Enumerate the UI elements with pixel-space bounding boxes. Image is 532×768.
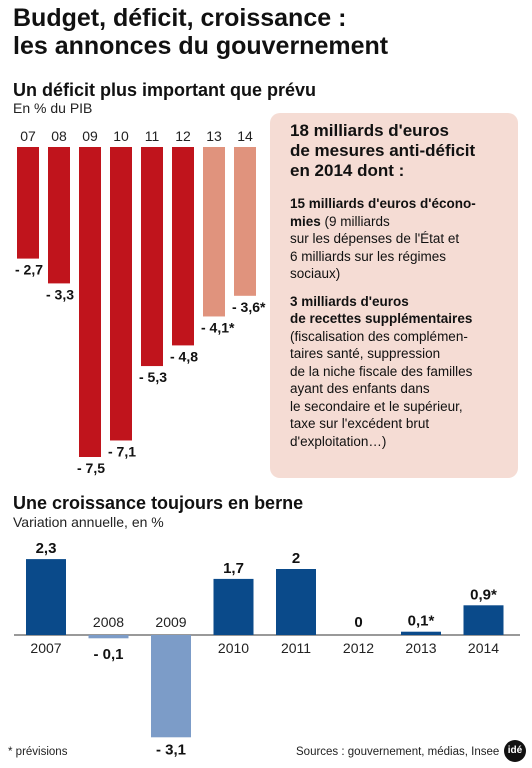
deficit-year-label: 11 — [145, 128, 160, 144]
deficit-year-label: 10 — [113, 128, 129, 144]
title-line-2: les annonces du gouvernement — [13, 32, 389, 60]
growth-bar — [463, 605, 504, 635]
deficit-bar — [110, 147, 132, 441]
measure-savings-line: mies — [290, 213, 321, 229]
measure-savings-line: sociaux) — [290, 266, 341, 281]
growth-bar — [26, 559, 66, 635]
deficit-year-label: 08 — [51, 128, 67, 144]
deficit-bar — [141, 147, 163, 367]
deficit-bar — [234, 147, 256, 296]
deficit-year-label: 14 — [237, 128, 253, 144]
deficit-value-label: - 3,6* — [232, 299, 266, 315]
growth-bar — [88, 635, 129, 639]
deficit-value-label: - 5,3 — [139, 369, 167, 385]
growth-year-label: 2010 — [218, 640, 249, 656]
deficit-value-label: - 3,3 — [46, 286, 74, 302]
growth-year-label: 2012 — [343, 640, 374, 656]
growth-year-label: 2014 — [468, 640, 499, 656]
growth-bar — [151, 635, 191, 738]
deficit-value-label: - 4,8 — [170, 348, 198, 364]
measure-savings-line: 15 milliards d'euros d'écono- — [290, 196, 476, 211]
deficit-bar — [203, 147, 225, 317]
growth-year-label: 2013 — [405, 640, 436, 656]
growth-bar — [401, 631, 441, 635]
deficit-bar — [17, 147, 39, 259]
deficit-bar — [172, 147, 194, 346]
growth-year-label: 2009 — [155, 614, 186, 630]
measure-savings-line: (9 milliards — [320, 213, 390, 229]
deficit-chart-unit: En % du PIB — [13, 100, 93, 116]
measure-savings-line: sur les dépenses de l'État et — [290, 231, 460, 246]
growth-value-label: 2 — [292, 550, 300, 567]
deficit-value-label: - 7,1 — [108, 443, 136, 459]
measure-savings: 15 milliards d'euros d'écono- mies (9 mi… — [290, 195, 508, 283]
measures-heading-line: de mesures anti-déficit — [290, 141, 476, 160]
growth-chart-title: Une croissance toujours en berne — [13, 493, 304, 513]
measure-savings-line: 6 milliards sur les régimes — [290, 248, 447, 264]
deficit-year-label: 07 — [20, 128, 36, 144]
measure-revenues-line: d'exploitation…) — [290, 433, 387, 449]
title-line-1: Budget, déficit, croissance : — [13, 4, 347, 32]
measure-revenues-line: ayant des enfants dans — [290, 381, 430, 396]
growth-year-label: 2007 — [30, 640, 61, 656]
growth-year-label: 2011 — [281, 640, 311, 656]
deficit-bar — [79, 147, 101, 457]
measures-box: 18 milliards d'euros de mesures anti-déf… — [270, 113, 518, 478]
measure-revenues-line: le secondaire et le supérieur, — [290, 398, 463, 414]
measure-revenues-line: 3 milliards d'euros — [290, 293, 409, 309]
measure-revenues-line: de la niche fiscale des familles — [290, 363, 473, 379]
measure-revenues-line: taxe sur l'excédent brut — [290, 416, 430, 431]
growth-chart-unit: Variation annuelle, en % — [13, 514, 164, 530]
measures-heading: 18 milliards d'euros de mesures anti-déf… — [290, 121, 508, 181]
measures-heading-line: en 2014 dont : — [290, 161, 405, 180]
publisher-logo: idé — [504, 740, 526, 762]
deficit-year-label: 12 — [175, 128, 191, 144]
growth-value-label: - 0,1 — [93, 646, 123, 663]
growth-bar — [213, 578, 254, 635]
deficit-year-label: 13 — [206, 128, 222, 144]
measure-revenues: 3 milliards d'euros de recettes suppléme… — [290, 293, 508, 451]
deficit-year-label: 09 — [82, 128, 98, 144]
measure-revenues-line: taires santé, suppression — [290, 346, 441, 361]
growth-value-label: 0,1* — [408, 613, 435, 630]
growth-value-label: - 3,1 — [156, 741, 186, 758]
deficit-value-label: - 2,7 — [15, 262, 43, 278]
deficit-value-label: - 7,5 — [77, 460, 105, 476]
growth-value-label: 1,7 — [223, 560, 244, 577]
deficit-bar — [48, 147, 70, 284]
growth-value-label: 0,9* — [470, 586, 497, 603]
page-title: Budget, déficit, croissance : les annonc… — [13, 4, 388, 60]
growth-value-label: 2,3 — [36, 540, 57, 557]
measure-revenues-line: de recettes supplémentaires — [290, 311, 473, 326]
forecast-note: * prévisions — [8, 746, 68, 758]
deficit-value-label: - 4,1* — [201, 319, 235, 335]
growth-value-label: 0 — [354, 614, 362, 631]
growth-bar — [276, 569, 316, 635]
growth-year-label: 2008 — [93, 614, 124, 630]
deficit-chart-title: Un déficit plus important que prévu — [13, 80, 317, 100]
measures-heading-line: 18 milliards d'euros — [290, 121, 449, 140]
measure-revenues-line: (fiscalisation des complémen- — [290, 328, 468, 344]
sources: Sources : gouvernement, médias, Insee — [296, 746, 500, 758]
